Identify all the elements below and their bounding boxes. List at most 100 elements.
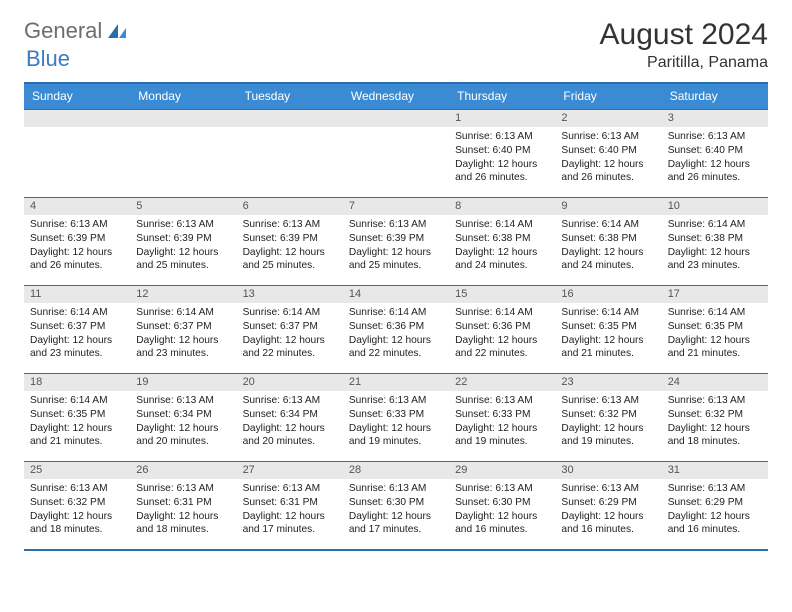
sunrise-text: Sunrise: 6:14 AM [30,394,124,408]
daylight-line1: Daylight: 12 hours [136,246,230,260]
day-details: Sunrise: 6:13 AMSunset: 6:39 PMDaylight:… [24,215,130,277]
day-number: 13 [237,286,343,303]
daylight-line2: and 19 minutes. [349,435,443,449]
day-details: Sunrise: 6:13 AMSunset: 6:40 PMDaylight:… [555,127,661,189]
day-number: 15 [449,286,555,303]
calendar-cell: 11Sunrise: 6:14 AMSunset: 6:37 PMDayligh… [24,286,130,374]
sunrise-text: Sunrise: 6:14 AM [349,306,443,320]
sunset-text: Sunset: 6:37 PM [243,320,337,334]
calendar-cell: 3Sunrise: 6:13 AMSunset: 6:40 PMDaylight… [662,110,768,198]
sunset-text: Sunset: 6:29 PM [561,496,655,510]
sunrise-text: Sunrise: 6:14 AM [455,218,549,232]
sunset-text: Sunset: 6:32 PM [668,408,762,422]
daylight-line2: and 21 minutes. [561,347,655,361]
daylight-line1: Daylight: 12 hours [30,246,124,260]
daylight-line2: and 23 minutes. [668,259,762,273]
day-number: 25 [24,462,130,479]
day-details: Sunrise: 6:13 AMSunset: 6:34 PMDaylight:… [130,391,236,453]
daylight-line2: and 26 minutes. [561,171,655,185]
sunset-text: Sunset: 6:37 PM [30,320,124,334]
day-details: Sunrise: 6:14 AMSunset: 6:38 PMDaylight:… [555,215,661,277]
calendar-cell: 14Sunrise: 6:14 AMSunset: 6:36 PMDayligh… [343,286,449,374]
day-number: 28 [343,462,449,479]
calendar-cell: 27Sunrise: 6:13 AMSunset: 6:31 PMDayligh… [237,462,343,550]
sunset-text: Sunset: 6:34 PM [243,408,337,422]
calendar-cell: 1Sunrise: 6:13 AMSunset: 6:40 PMDaylight… [449,110,555,198]
daylight-line1: Daylight: 12 hours [136,422,230,436]
calendar-cell [130,110,236,198]
calendar-cell: 21Sunrise: 6:13 AMSunset: 6:33 PMDayligh… [343,374,449,462]
day-details: Sunrise: 6:13 AMSunset: 6:32 PMDaylight:… [24,479,130,541]
daylight-line2: and 25 minutes. [136,259,230,273]
daylight-line1: Daylight: 12 hours [668,422,762,436]
day-details: Sunrise: 6:13 AMSunset: 6:39 PMDaylight:… [343,215,449,277]
calendar-cell: 28Sunrise: 6:13 AMSunset: 6:30 PMDayligh… [343,462,449,550]
sunrise-text: Sunrise: 6:13 AM [668,482,762,496]
daylight-line1: Daylight: 12 hours [243,510,337,524]
daylight-line1: Daylight: 12 hours [668,510,762,524]
calendar-cell: 20Sunrise: 6:13 AMSunset: 6:34 PMDayligh… [237,374,343,462]
day-details: Sunrise: 6:14 AMSunset: 6:38 PMDaylight:… [449,215,555,277]
sunrise-text: Sunrise: 6:13 AM [136,394,230,408]
day-header: Thursday [449,83,555,110]
daylight-line1: Daylight: 12 hours [455,158,549,172]
day-number: 3 [662,110,768,127]
sunrise-text: Sunrise: 6:13 AM [668,394,762,408]
daylight-line1: Daylight: 12 hours [455,246,549,260]
calendar-week: 1Sunrise: 6:13 AMSunset: 6:40 PMDaylight… [24,110,768,198]
calendar-cell: 18Sunrise: 6:14 AMSunset: 6:35 PMDayligh… [24,374,130,462]
day-details: Sunrise: 6:13 AMSunset: 6:31 PMDaylight:… [130,479,236,541]
daylight-line2: and 25 minutes. [243,259,337,273]
calendar-cell: 25Sunrise: 6:13 AMSunset: 6:32 PMDayligh… [24,462,130,550]
day-details: Sunrise: 6:13 AMSunset: 6:29 PMDaylight:… [662,479,768,541]
sunrise-text: Sunrise: 6:14 AM [243,306,337,320]
daylight-line2: and 21 minutes. [668,347,762,361]
calendar-week: 18Sunrise: 6:14 AMSunset: 6:35 PMDayligh… [24,374,768,462]
daylight-line2: and 22 minutes. [349,347,443,361]
sunset-text: Sunset: 6:35 PM [668,320,762,334]
daylight-line2: and 18 minutes. [136,523,230,537]
sunrise-text: Sunrise: 6:13 AM [30,218,124,232]
sunrise-text: Sunrise: 6:14 AM [668,306,762,320]
daylight-line1: Daylight: 12 hours [668,334,762,348]
calendar-body: 1Sunrise: 6:13 AMSunset: 6:40 PMDaylight… [24,110,768,550]
day-number [237,110,343,127]
daylight-line1: Daylight: 12 hours [455,422,549,436]
calendar-week: 4Sunrise: 6:13 AMSunset: 6:39 PMDaylight… [24,198,768,286]
daylight-line2: and 24 minutes. [561,259,655,273]
day-number: 24 [662,374,768,391]
calendar-cell: 29Sunrise: 6:13 AMSunset: 6:30 PMDayligh… [449,462,555,550]
daylight-line2: and 18 minutes. [30,523,124,537]
day-number: 21 [343,374,449,391]
day-details: Sunrise: 6:13 AMSunset: 6:39 PMDaylight:… [237,215,343,277]
day-details: Sunrise: 6:13 AMSunset: 6:40 PMDaylight:… [662,127,768,189]
sunrise-text: Sunrise: 6:13 AM [243,394,337,408]
daylight-line2: and 20 minutes. [136,435,230,449]
calendar-table: SundayMondayTuesdayWednesdayThursdayFrid… [24,82,768,551]
sunset-text: Sunset: 6:39 PM [30,232,124,246]
day-number: 11 [24,286,130,303]
calendar-cell: 26Sunrise: 6:13 AMSunset: 6:31 PMDayligh… [130,462,236,550]
day-number: 30 [555,462,661,479]
day-details: Sunrise: 6:13 AMSunset: 6:31 PMDaylight:… [237,479,343,541]
sunset-text: Sunset: 6:38 PM [561,232,655,246]
calendar-cell: 31Sunrise: 6:13 AMSunset: 6:29 PMDayligh… [662,462,768,550]
calendar-cell: 30Sunrise: 6:13 AMSunset: 6:29 PMDayligh… [555,462,661,550]
day-details: Sunrise: 6:14 AMSunset: 6:37 PMDaylight:… [130,303,236,365]
sunrise-text: Sunrise: 6:13 AM [668,130,762,144]
calendar-cell: 13Sunrise: 6:14 AMSunset: 6:37 PMDayligh… [237,286,343,374]
day-number: 16 [555,286,661,303]
day-header: Wednesday [343,83,449,110]
calendar-cell: 17Sunrise: 6:14 AMSunset: 6:35 PMDayligh… [662,286,768,374]
daylight-line2: and 17 minutes. [349,523,443,537]
sunrise-text: Sunrise: 6:13 AM [349,218,443,232]
daylight-line1: Daylight: 12 hours [349,334,443,348]
day-header: Sunday [24,83,130,110]
sunset-text: Sunset: 6:39 PM [136,232,230,246]
day-header: Tuesday [237,83,343,110]
day-number [130,110,236,127]
sunset-text: Sunset: 6:35 PM [561,320,655,334]
daylight-line1: Daylight: 12 hours [30,422,124,436]
calendar-cell: 10Sunrise: 6:14 AMSunset: 6:38 PMDayligh… [662,198,768,286]
calendar-cell: 15Sunrise: 6:14 AMSunset: 6:36 PMDayligh… [449,286,555,374]
